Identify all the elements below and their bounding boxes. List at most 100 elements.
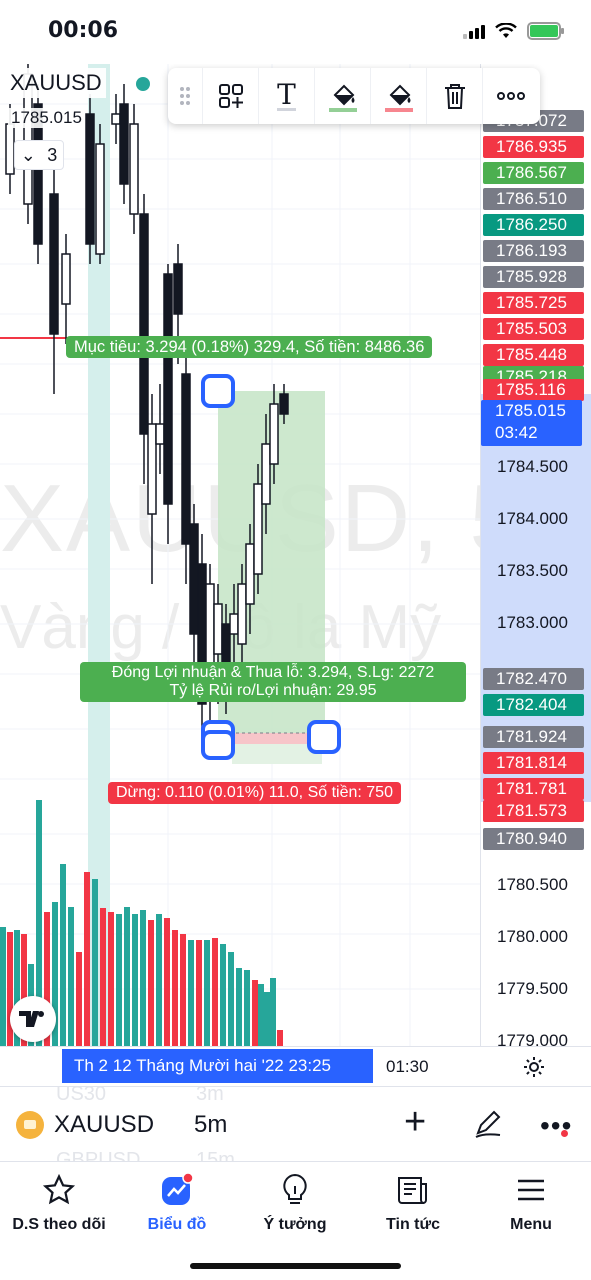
candle-body (85, 113, 95, 245)
candlestick-chart[interactable] (0, 64, 480, 1046)
price-tag: 1786.250 (483, 214, 584, 236)
more-icon[interactable] (482, 68, 538, 124)
price-tick-label: 1784.000 (497, 509, 568, 528)
fill-profit-color-icon[interactable] (314, 68, 370, 124)
volume-bar (76, 952, 82, 1046)
fill-loss-color-icon[interactable] (370, 68, 426, 124)
candle-body (147, 423, 157, 515)
status-icons (463, 22, 564, 40)
price-tick-label: 1779.500 (497, 979, 568, 998)
width-handle[interactable] (307, 720, 341, 754)
price-tag: 1785.928 (483, 266, 584, 288)
nav-label: Biểu đồ (147, 1216, 207, 1233)
price-tick-label: 1780.000 (497, 927, 568, 946)
candle-body (237, 583, 247, 645)
ghost-interval-prev: 3m (196, 1086, 224, 1105)
bottom-navigation: D.S theo dõi Biểu đồ Ý tưởng Tin tức Men… (0, 1162, 591, 1280)
nav-menu[interactable]: Menu (472, 1170, 590, 1234)
nav-ideas[interactable]: Ý tưởng (236, 1170, 354, 1234)
candle-body (33, 103, 43, 245)
target-label: Mục tiêu: 3.294 (0.18%) 329.4, Số tiền: … (66, 336, 433, 358)
candle-body (61, 253, 71, 305)
price-tag: 1781.781 (483, 778, 584, 800)
candle-body (5, 123, 15, 175)
price-scale[interactable]: 1787.0721786.9351786.5671786.5101786.250… (480, 64, 591, 1050)
price-tag: 1786.510 (483, 188, 584, 210)
star-icon (0, 1170, 118, 1210)
nav-watchlist[interactable]: D.S theo dõi (0, 1170, 118, 1234)
volume-bar (132, 914, 138, 1046)
candle-body (95, 143, 105, 255)
candle-body (173, 263, 183, 315)
ghost-interval-next: 15m (196, 1149, 235, 1162)
bar-countdown: 03:42 (495, 423, 538, 442)
price-tag: 1785.448 (483, 344, 584, 366)
add-compare-plus-icon[interactable]: + (404, 1101, 427, 1143)
symbol-selector[interactable]: XAUUSD (54, 1111, 155, 1138)
volume-bar (180, 934, 186, 1046)
price-tag: 1786.193 (483, 240, 584, 262)
chart-settings-gear-icon[interactable] (522, 1055, 546, 1085)
status-time: 00:06 (48, 18, 119, 43)
volume-bar (124, 907, 130, 1046)
ghost-symbol-prev: US30 (56, 1086, 107, 1105)
volume-bar (108, 912, 114, 1046)
volume-bar (258, 984, 264, 1046)
trash-icon[interactable] (426, 68, 482, 124)
volume-bar (228, 952, 234, 1046)
nav-chart[interactable]: Biểu đồ (118, 1170, 236, 1234)
price-tag: 1780.940 (483, 828, 584, 850)
volume-bar (92, 879, 98, 1046)
text-icon[interactable]: T (258, 68, 314, 124)
candle-body (229, 613, 239, 635)
drawing-tools-pen-icon[interactable] (472, 1107, 504, 1144)
symbol-bar: US30 3m GBPUSD 15m XAUUSD 5m + ••• (0, 1086, 591, 1162)
volume-bar (277, 1030, 283, 1046)
notification-dot (561, 1130, 568, 1137)
more-options-icon[interactable]: ••• (540, 1110, 573, 1141)
zone-shade (232, 744, 322, 764)
volume-bar (60, 864, 66, 1046)
drag-handle-icon[interactable] (168, 68, 202, 124)
nav-news[interactable]: Tin tức (354, 1170, 472, 1234)
volume-bar (0, 927, 6, 1046)
volume-bar (196, 940, 202, 1046)
chart-icon (118, 1170, 236, 1210)
volume-bar (52, 902, 58, 1046)
drawing-toolbar: T (168, 68, 540, 124)
candle-body (245, 543, 255, 605)
candle-body (213, 603, 223, 655)
stop-label: Dừng: 0.110 (0.01%) 11.0, Số tiền: 750 (108, 782, 401, 804)
candle-body (129, 123, 139, 215)
price-tick-label: 1783.000 (497, 613, 568, 632)
volume-bar (68, 907, 74, 1046)
add-object-icon[interactable] (202, 68, 258, 124)
time-axis[interactable]: Th 2 12 Tháng Mười hai '22 23:25 01:30 (0, 1046, 591, 1086)
indicators-collapse-button[interactable]: ⌄ 3 (14, 140, 64, 170)
candle-body (181, 373, 191, 545)
volume-bar (100, 908, 106, 1046)
price-tag: 1785.725 (483, 292, 584, 314)
tradingview-logo[interactable] (10, 996, 56, 1042)
gold-coin-icon (16, 1111, 44, 1139)
candle-body (253, 483, 263, 575)
legend-symbol: XAUUSD (10, 70, 102, 95)
pnl-label: Đóng Lợi nhuận & Thua lỗ: 3.294, S.Lg: 2… (80, 662, 466, 702)
chart-area[interactable]: XAUUSD, 5 Vàng / Đô la Mỹ XAUUSD 1785.01… (0, 64, 591, 1086)
price-tick-label: 1784.500 (497, 457, 568, 476)
candle-body (111, 113, 121, 125)
interval-selector[interactable]: 5m (194, 1111, 228, 1138)
candle-body (189, 523, 199, 635)
candle-body (155, 423, 165, 445)
legend-price: 1785.015 (8, 108, 85, 128)
volume-bar (84, 872, 90, 1046)
price-tag: 1786.567 (483, 162, 584, 184)
stop-handle[interactable] (201, 730, 235, 760)
volume-bar (236, 968, 242, 1046)
target-handle[interactable] (201, 374, 235, 408)
crosshair-time-tag: Th 2 12 Tháng Mười hai '22 23:25 (62, 1049, 373, 1083)
crosshair-column (88, 64, 110, 1046)
nav-label: Tin tức (386, 1216, 440, 1233)
wifi-icon (495, 23, 517, 38)
price-tick-label: 1779.000 (497, 1031, 568, 1050)
